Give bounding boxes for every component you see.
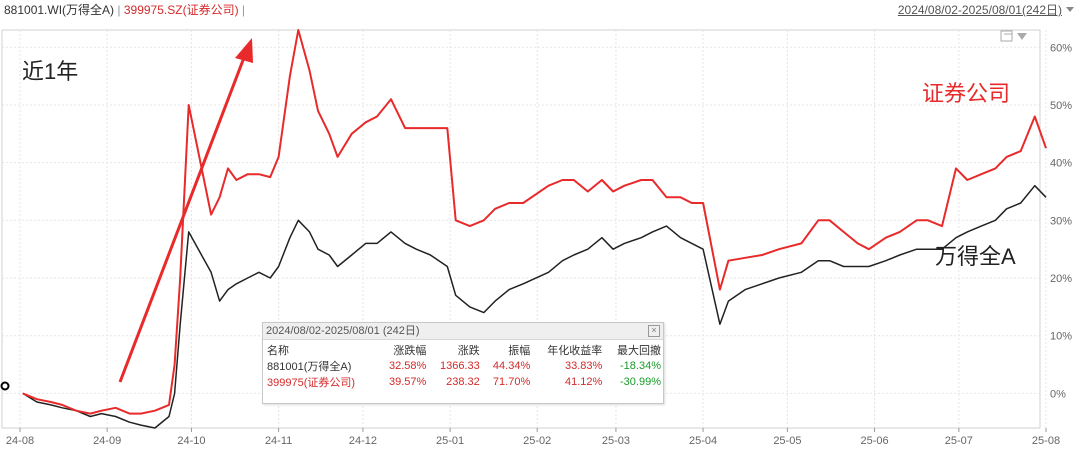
- stats-panel-title: 2024/08/02-2025/08/01 (242日): [266, 325, 420, 337]
- x-tick-label: 25-05: [773, 435, 801, 447]
- series-lines: [22, 29, 1047, 429]
- x-tick-label: 25-03: [602, 435, 630, 447]
- x-axis: 24-08 24-09 24-10 24-11 24-12 25-01 25-02 25-03…: [6, 428, 1060, 447]
- x-tick-label: 25-06: [860, 435, 888, 447]
- column-header: 振幅: [508, 345, 531, 357]
- table-cell-annual-return: 41.12%: [564, 376, 603, 388]
- series-code-securities[interactable]: 399975.SZ(证券公司): [123, 3, 239, 17]
- stats-table: 名称 涨跌幅 涨跌 振幅 年化收益率 最大回撤 881001(万得全A) 32.…: [263, 342, 663, 390]
- table-cell-name: 881001(万得全A): [267, 361, 352, 373]
- plot-frame: [1, 29, 1041, 429]
- x-tick-label: 24-11: [265, 435, 292, 447]
- y-tick-label: 10%: [1050, 331, 1072, 343]
- x-tick-label: 25-02: [523, 435, 551, 447]
- chevron-down-icon[interactable]: [1066, 7, 1074, 12]
- column-header: 涨跌: [457, 345, 480, 357]
- x-tick-label: 25-04: [689, 435, 717, 447]
- column-header: 名称: [267, 345, 289, 357]
- chart-grid: [1, 29, 1047, 429]
- table-cell-change: 238.32: [446, 376, 480, 388]
- date-range-selector[interactable]: 2024/08/02-2025/08/01(242日): [897, 3, 1062, 17]
- table-cell-annual-return: 33.83%: [564, 360, 603, 372]
- y-tick-label: 40%: [1050, 158, 1072, 170]
- y-tick-label: 60%: [1050, 42, 1072, 54]
- table-row[interactable]: 881001(万得全A) 32.58% 1366.33 44.34% 33.83…: [263, 358, 663, 374]
- x-tick-label: 24-10: [177, 435, 205, 447]
- x-tick-label: 25-07: [945, 435, 973, 447]
- table-cell-change-pct: 32.58%: [389, 360, 427, 372]
- table-cell-max-drawdown: -18.34%: [620, 360, 661, 372]
- table-header-row: 名称 涨跌幅 涨跌 振幅 年化收益率 最大回撤: [263, 342, 663, 358]
- x-tick-label: 24-09: [93, 435, 121, 447]
- trend-arrow: [118, 38, 253, 383]
- y-tick-label: 20%: [1050, 273, 1072, 285]
- column-header: 最大回撤: [617, 345, 661, 357]
- header-separator: |: [117, 3, 121, 17]
- series-label-securities: 证券公司: [922, 81, 1010, 106]
- period-label: 近1年: [22, 59, 78, 84]
- table-cell-max-drawdown: -30.99%: [620, 376, 661, 388]
- table-cell-change-pct: 39.57%: [389, 376, 427, 388]
- x-tick-label: 25-08: [1032, 435, 1060, 447]
- x-tick-label: 25-01: [436, 435, 464, 447]
- stats-panel: 2024/08/02-2025/08/01 (242日) × 名称 涨跌幅 涨跌…: [262, 322, 664, 404]
- y-tick-label: 50%: [1050, 100, 1072, 112]
- close-icon[interactable]: ×: [648, 325, 660, 337]
- series-code-wind-a[interactable]: 881001.WI(万得全A): [4, 3, 115, 17]
- table-cell-change: 1366.33: [440, 360, 480, 372]
- trend-arrow-line: [118, 54, 247, 383]
- chart-header-bar: 881001.WI(万得全A) | 399975.SZ(证券公司) | 2024…: [0, 0, 1080, 20]
- table-cell-name: 399975(证券公司): [267, 377, 356, 389]
- y-tick-label: 30%: [1050, 215, 1072, 227]
- y-tick-label: 0%: [1050, 388, 1066, 400]
- series-line-securities: [22, 29, 1047, 415]
- table-cell-amplitude: 44.34%: [492, 360, 531, 372]
- start-point-marker: [0, 381, 10, 391]
- x-tick-label: 24-08: [6, 435, 34, 447]
- restore-window-icon[interactable]: [1000, 30, 1013, 42]
- series-label-wind-a: 万得全A: [935, 244, 1016, 269]
- chevron-down-icon[interactable]: [1017, 33, 1027, 40]
- column-header: 年化收益率: [547, 345, 603, 357]
- y-axis: 0% 10% 20% 30% 40% 50% 60%: [1050, 42, 1072, 400]
- table-cell-amplitude: 71.70%: [492, 376, 531, 388]
- header-separator: |: [241, 3, 246, 17]
- table-row[interactable]: 399975(证券公司) 39.57% 238.32 71.70% 41.12%…: [263, 374, 663, 390]
- x-tick-label: 24-12: [349, 435, 377, 447]
- column-header: 涨跌幅: [393, 345, 427, 357]
- series-line-wind-a: [22, 184, 1047, 429]
- trend-arrow-head: [235, 38, 253, 63]
